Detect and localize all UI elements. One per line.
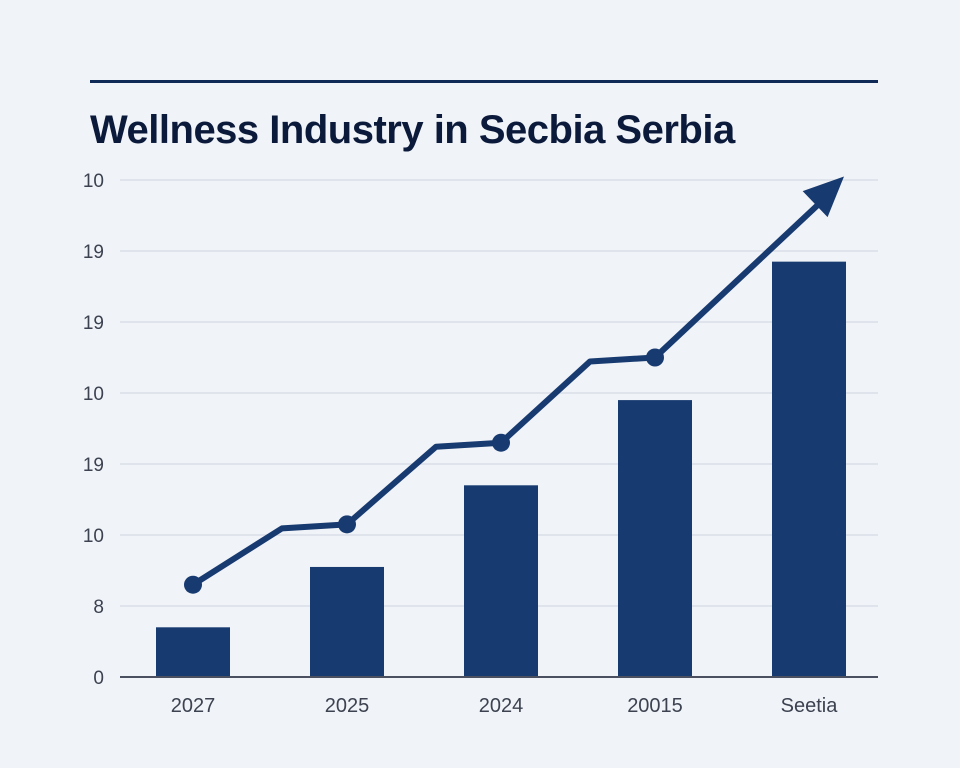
bar xyxy=(464,485,538,677)
trend-marker xyxy=(646,348,664,367)
x-tick-label: 2025 xyxy=(325,695,370,717)
trend-marker xyxy=(492,433,510,452)
y-tick-labels: 0 8 10 19 10 19 19 10 xyxy=(83,171,104,689)
chart-title: Wellness Industry in Secbia Serbia xyxy=(90,108,735,152)
trend-marker xyxy=(338,515,356,534)
y-tick-label: 10 xyxy=(83,171,104,192)
y-tick-label: 19 xyxy=(83,455,104,476)
x-tick-labels: 2027 2025 2024 20015 Seetia xyxy=(171,695,838,717)
y-tick-label: 10 xyxy=(83,384,104,405)
bar xyxy=(310,566,384,677)
y-tick-label: 19 xyxy=(83,313,104,334)
x-tick-label: Seetia xyxy=(781,695,839,717)
x-tick-label: 2027 xyxy=(171,695,216,717)
trend-line xyxy=(190,192,831,588)
trend-marker xyxy=(184,575,202,594)
y-tick-label: 19 xyxy=(83,242,104,263)
x-tick-label: 2024 xyxy=(479,695,524,717)
trend-arrow-head xyxy=(802,176,844,218)
y-tick-label: 10 xyxy=(83,526,104,547)
y-tick-label: 8 xyxy=(93,597,104,618)
bars xyxy=(156,261,846,677)
y-tick-label: 0 xyxy=(93,668,104,689)
bar xyxy=(618,400,692,677)
bar xyxy=(156,627,230,677)
bar xyxy=(772,261,846,677)
trend-line-group xyxy=(184,176,844,594)
title-rule xyxy=(90,80,878,83)
x-tick-label: 20015 xyxy=(627,695,683,717)
gridlines xyxy=(120,179,878,607)
